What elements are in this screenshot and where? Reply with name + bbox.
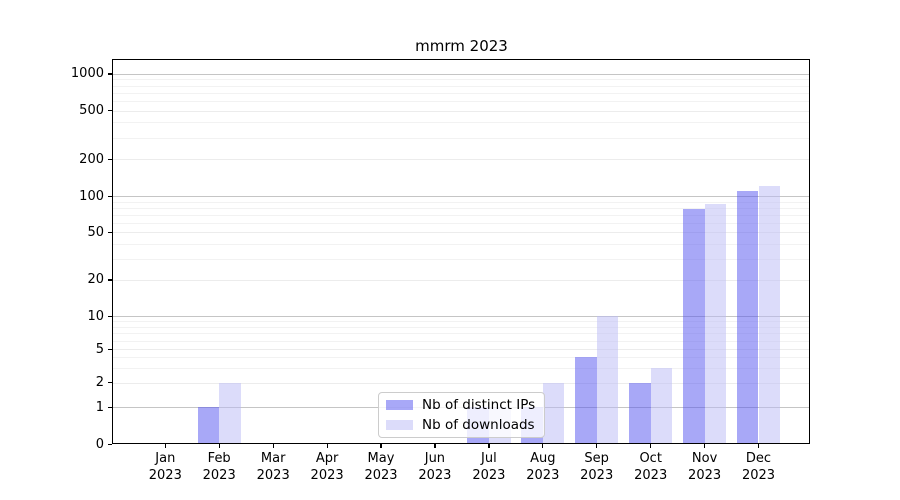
x-tick-mark: [704, 444, 706, 448]
gridline-500: [113, 110, 810, 112]
x-tick-mark: [164, 444, 166, 448]
y-tick-label: 50: [87, 224, 104, 240]
gridline-700: [113, 92, 810, 94]
gridline-6: [113, 340, 810, 342]
x-tick-label: Nov 2023: [688, 451, 722, 483]
y-tick-mark: [108, 348, 112, 351]
bar-nb-of-distinct-ips-nov-2023: [682, 208, 705, 444]
y-tick-mark: [108, 158, 112, 160]
x-tick-mark: [272, 444, 274, 448]
gridline-8: [113, 326, 810, 328]
gridline-90: [113, 201, 810, 203]
y-tick-label: 500: [79, 103, 104, 119]
x-tick-label: Jun 2023: [418, 451, 452, 483]
gridline-400: [113, 122, 810, 124]
y-tick-mark: [108, 110, 112, 112]
bar-nb-of-downloads-nov-2023: [704, 203, 727, 444]
bar-nb-of-distinct-ips-feb-2023: [197, 407, 220, 444]
x-tick-mark: [380, 444, 382, 448]
legend-label-downloads: Nb of downloads: [422, 417, 535, 433]
y-tick-label: 1: [95, 399, 104, 415]
y-tick-label: 10: [87, 308, 104, 324]
x-tick-mark: [218, 444, 220, 448]
y-tick-label: 5: [95, 341, 104, 357]
bar-nb-of-distinct-ips-oct-2023: [629, 382, 651, 444]
gridline-5: [113, 349, 810, 351]
gridline-50: [113, 232, 810, 234]
gridline-10: [113, 316, 810, 317]
x-tick-label: Sep 2023: [580, 451, 614, 483]
gridline-1000: [113, 73, 810, 75]
bar-nb-of-downloads-oct-2023: [650, 367, 673, 444]
gridline-600: [113, 100, 810, 102]
gridline-80: [113, 207, 810, 209]
gridline-7: [113, 333, 810, 335]
y-tick-mark: [108, 382, 112, 384]
gridline-800: [113, 85, 810, 87]
y-tick-label: 200: [79, 151, 104, 167]
x-tick-label: Aug 2023: [526, 451, 560, 483]
legend-label-distinct-ips: Nb of distinct IPs: [422, 397, 536, 413]
gridline-4: [113, 357, 810, 359]
x-tick-label: Mar 2023: [256, 451, 290, 483]
bar-nb-of-downloads-feb-2023: [219, 382, 241, 444]
x-tick-mark: [650, 444, 652, 448]
gridline-3: [113, 367, 810, 369]
y-tick-label: 100: [79, 188, 104, 204]
x-tick-label: Oct 2023: [634, 451, 668, 483]
gridline-200: [113, 159, 810, 161]
x-tick-mark: [542, 444, 544, 448]
y-tick-mark: [108, 406, 112, 409]
y-tick-mark: [108, 195, 112, 197]
x-tick-mark: [326, 444, 328, 448]
y-tick-mark: [108, 279, 112, 281]
gridline-900: [113, 79, 810, 81]
bar-nb-of-distinct-ips-dec-2023: [736, 190, 759, 444]
y-tick-label: 1000: [70, 66, 104, 82]
x-tick-label: Apr 2023: [310, 451, 344, 483]
x-tick-label: Jul 2023: [472, 451, 506, 483]
y-tick-mark: [108, 315, 112, 317]
y-tick-label: 2: [95, 375, 104, 391]
bar-nb-of-downloads-sep-2023: [596, 316, 619, 444]
gridline-300: [113, 137, 810, 139]
x-tick-label: Feb 2023: [202, 451, 236, 483]
gridline-40: [113, 243, 810, 245]
legend-swatch-downloads: [386, 420, 413, 430]
y-tick-mark: [108, 73, 112, 75]
legend-item-downloads: Nb of downloads: [386, 417, 536, 433]
gridline-70: [113, 214, 810, 216]
x-tick-mark: [596, 444, 598, 448]
x-tick-label: May 2023: [364, 451, 398, 483]
legend-swatch-distinct-ips: [386, 400, 413, 410]
x-tick-label: Dec 2023: [741, 451, 776, 483]
y-tick-mark: [108, 443, 112, 445]
x-tick-mark: [488, 444, 490, 448]
plot-border: [112, 59, 810, 444]
gridline-20: [113, 279, 810, 281]
gridline-9: [113, 321, 810, 323]
gridline-30: [113, 258, 810, 260]
x-tick-label: Jan 2023: [148, 451, 182, 483]
legend: Nb of distinct IPs Nb of downloads: [378, 392, 545, 438]
gridline-2: [113, 382, 810, 384]
y-tick-label: 20: [87, 272, 104, 288]
legend-item-distinct-ips: Nb of distinct IPs: [386, 397, 536, 413]
gridline-100: [113, 196, 810, 197]
y-tick-label: 0: [95, 436, 104, 452]
chart-title: mmrm 2023: [415, 37, 508, 55]
gridline-60: [113, 222, 810, 224]
bar-nb-of-downloads-dec-2023: [758, 186, 781, 444]
x-tick-mark: [757, 444, 760, 448]
x-tick-mark: [434, 444, 436, 448]
bar-nb-of-distinct-ips-sep-2023: [575, 357, 597, 444]
y-tick-mark: [108, 231, 112, 233]
bar-nb-of-downloads-aug-2023: [542, 382, 565, 444]
